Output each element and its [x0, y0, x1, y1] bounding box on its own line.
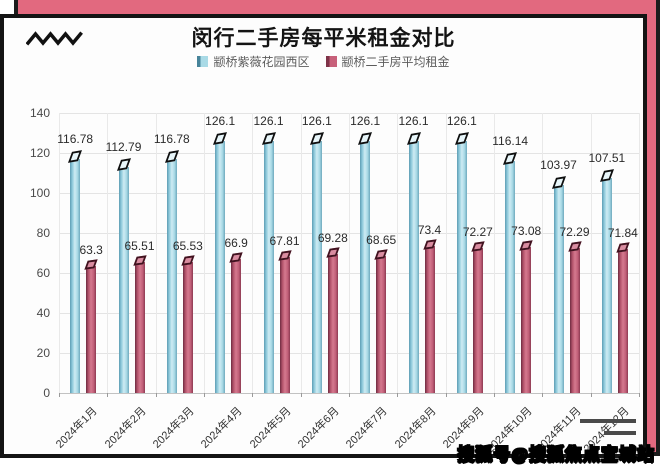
value-label-community-month-4: 126.1: [205, 113, 236, 128]
value-label-district-month-1: 63.3: [79, 243, 103, 258]
x-axis-tick-mark: [397, 393, 399, 397]
chart-card: 闵行二手房每平米租金对比 颛桥紫薇花园西区 颛桥二手房平均租金 116.78 63…: [0, 14, 647, 458]
y-axis-tick-label: 0: [43, 386, 50, 400]
gridline-vertical: [300, 113, 302, 393]
value-label-community-month-1: 116.78: [57, 132, 94, 147]
value-label-district-month-10: 73.08: [511, 223, 542, 238]
gridline-vertical: [542, 113, 544, 393]
gridline-vertical: [445, 113, 447, 393]
bar-community-month-6: [311, 140, 322, 393]
value-label-community-month-11: 103.97: [540, 158, 577, 173]
x-axis-tick-mark: [59, 393, 60, 397]
x-axis-tick-mark: [445, 393, 447, 397]
gridline-vertical: [252, 113, 254, 393]
x-axis-tick-mark: [349, 393, 350, 397]
legend-swatch-community-icon: [197, 56, 209, 67]
watermark-decor-line: [604, 431, 636, 435]
bar-community-month-10: [505, 160, 516, 393]
value-label-district-month-9: 72.27: [462, 225, 493, 240]
bar-district-month-3: [182, 261, 193, 393]
bar-community-month-1: [70, 159, 81, 393]
bar-community-month-12: [601, 177, 612, 393]
value-label-community-month-10: 116.14: [492, 133, 529, 148]
x-axis-tick-mark: [300, 393, 302, 397]
chart-legend: 颛桥紫薇花园西区 颛桥二手房平均租金: [4, 53, 643, 70]
value-label-district-month-3: 65.53: [172, 238, 203, 253]
value-label-community-month-6: 126.1: [301, 113, 332, 128]
value-label-community-month-3: 116.78: [153, 132, 190, 147]
bar-district-month-12: [617, 249, 628, 393]
legend-item-community: 颛桥紫薇花园西区: [197, 53, 310, 70]
bar-community-month-11: [553, 185, 564, 393]
value-label-community-month-5: 126.1: [253, 113, 284, 128]
x-axis-tick-mark: [494, 393, 495, 397]
value-label-district-month-8: 73.4: [417, 223, 442, 238]
legend-label-community: 颛桥紫薇花园西区: [213, 55, 310, 69]
legend-label-district-average: 颛桥二手房平均租金: [341, 55, 450, 69]
value-label-district-month-2: 65.51: [124, 238, 155, 253]
gridline-vertical: [59, 113, 60, 393]
bar-community-month-5: [263, 140, 274, 393]
gridline-vertical: [494, 113, 495, 393]
bar-district-month-8: [424, 246, 435, 393]
value-label-district-month-12: 71.84: [607, 226, 638, 241]
y-axis-tick-label: 80: [36, 226, 50, 240]
legend-item-district-average: 颛桥二手房平均租金: [325, 53, 450, 70]
value-label-district-month-7: 68.65: [366, 232, 397, 247]
x-axis-tick-mark: [107, 393, 109, 397]
gridline-vertical: [349, 113, 350, 393]
chart-title: 闵行二手房每平米租金对比: [191, 27, 456, 50]
watermark-decor-line: [580, 419, 636, 423]
value-label-community-month-9: 126.1: [446, 113, 477, 128]
x-axis-tick-mark: [542, 393, 544, 397]
bar-district-month-1: [86, 266, 97, 393]
sohu-watermark: 搜狐号@搜狐焦点宜城站: [457, 444, 655, 465]
y-axis-tick-label: 140: [29, 106, 50, 120]
value-label-community-month-12: 107.51: [588, 150, 626, 165]
bar-community-month-2: [118, 167, 129, 393]
x-axis-tick-mark: [252, 393, 254, 397]
y-axis-tick-label: 100: [29, 186, 50, 200]
bar-district-month-11: [569, 248, 580, 393]
value-label-district-month-5: 67.81: [269, 234, 300, 249]
x-axis-tick-mark: [204, 393, 205, 397]
y-axis-tick-label: 20: [36, 346, 50, 360]
bar-community-month-8: [408, 140, 419, 393]
x-axis-tick-mark: [155, 393, 157, 397]
gridline-vertical: [204, 113, 205, 393]
value-label-district-month-11: 72.29: [559, 225, 590, 240]
y-axis-tick-label: 60: [36, 266, 50, 280]
value-label-community-month-7: 126.1: [350, 113, 381, 128]
gridline-vertical: [590, 113, 592, 393]
bar-district-month-5: [279, 257, 290, 393]
bar-district-month-6: [327, 254, 338, 393]
bar-community-month-9: [456, 140, 467, 393]
value-label-community-month-2: 112.79: [105, 140, 142, 155]
plot-area: 116.78 63.3 112.79 65.51 116.78 65.53 126.1 66.…: [57, 113, 640, 397]
value-label-district-month-6: 69.28: [317, 231, 348, 246]
bar-district-month-10: [521, 246, 532, 393]
gridline-vertical: [639, 113, 640, 393]
bar-community-month-7: [360, 140, 371, 393]
legend-swatch-district-average-icon: [325, 56, 337, 67]
bar-district-month-2: [134, 261, 145, 393]
y-axis-tick-label: 40: [36, 306, 50, 320]
bar-district-month-7: [376, 255, 387, 393]
x-axis-tick-mark: [639, 393, 640, 397]
value-label-community-month-8: 126.1: [398, 113, 429, 128]
value-label-district-month-4: 66.9: [224, 236, 248, 251]
bar-district-month-9: [472, 248, 483, 393]
gridline-vertical: [107, 113, 109, 393]
y-axis-tick-label: 120: [29, 146, 50, 160]
bar-community-month-3: [166, 159, 177, 393]
bar-community-month-4: [215, 140, 226, 393]
bar-district-month-4: [231, 259, 242, 393]
x-axis-tick-mark: [590, 393, 592, 397]
gridline-vertical: [155, 113, 157, 393]
gridline-vertical: [397, 113, 399, 393]
zigzag-logo-icon: [26, 31, 83, 46]
